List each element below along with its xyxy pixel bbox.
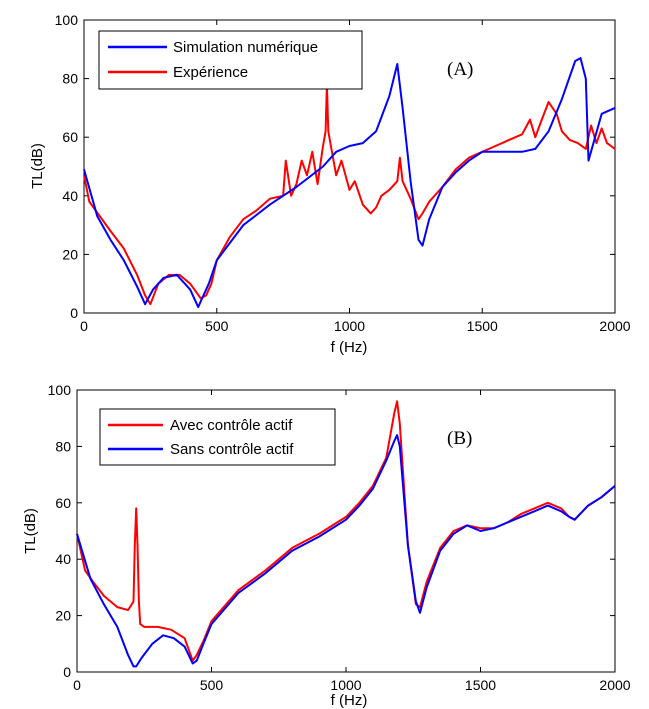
x-tick-label: 1000 (330, 677, 361, 693)
x-tick-label: 500 (205, 318, 229, 334)
y-tick-label: 60 (62, 129, 78, 145)
x-tick-label: 1500 (467, 318, 498, 334)
tick-marks (83, 19, 616, 314)
y-axis-label: TL(dB) (22, 508, 39, 554)
y-tick-label: 80 (62, 71, 78, 87)
x-tick-label: 0 (80, 318, 88, 334)
x-tick-labels: 0 500 1000 1500 2000 (73, 677, 631, 693)
legend-label-experience: Expérience (173, 64, 248, 81)
series-line-second (83, 83, 616, 306)
series-lines (76, 400, 616, 668)
legend-label-simulation: Simulation numérique (173, 39, 318, 56)
y-tick-label: 20 (62, 246, 78, 262)
x-tick-labels: 0 500 1000 1500 2000 (80, 318, 631, 334)
legend-label-sans: Sans contrôle actif (170, 441, 294, 458)
y-tick-label: 40 (62, 188, 78, 204)
series-line-second (76, 434, 616, 668)
y-tick-label: 100 (55, 12, 79, 28)
y-tick-label: 60 (55, 495, 71, 511)
y-tick-label: 0 (70, 305, 78, 321)
panel-tag: (A) (447, 59, 473, 80)
y-tick-label: 0 (63, 664, 71, 680)
x-tick-label: 2000 (599, 677, 630, 693)
panel-a: 0 500 1000 1500 2000 0 20 40 60 80 100 f (Hz) TL(… (29, 12, 631, 356)
y-tick-label: 40 (55, 551, 71, 567)
panel-b: 0 500 1000 1500 2000 0 20 40 60 80 100 f (Hz) TL(… (22, 382, 631, 709)
x-tick-label: 2000 (599, 318, 630, 334)
legend-label-avec: Avec contrôle actif (170, 417, 293, 434)
y-tick-labels: 0 20 40 60 80 100 (55, 12, 79, 321)
x-tick-label: 1500 (465, 677, 496, 693)
legend: Simulation numérique Expérience (98, 30, 363, 90)
x-tick-label: 0 (73, 677, 81, 693)
legend-box (99, 408, 336, 466)
panel-tag: (B) (447, 428, 472, 449)
legend: Avec contrôle actif Sans contrôle actif (99, 408, 336, 466)
series-lines (83, 57, 616, 309)
y-tick-label: 80 (55, 438, 71, 454)
y-tick-label: 100 (48, 382, 72, 398)
series-line-first (76, 400, 616, 662)
y-tick-label: 20 (55, 608, 71, 624)
x-tick-label: 1000 (334, 318, 365, 334)
x-tick-label: 500 (200, 677, 224, 693)
y-tick-labels: 0 20 40 60 80 100 (48, 382, 72, 680)
series-line-first (83, 57, 616, 309)
y-axis-label: TL(dB) (29, 143, 46, 189)
x-axis-label: f (Hz) (331, 339, 368, 356)
x-axis-label: f (Hz) (331, 692, 368, 709)
legend-box (98, 30, 363, 90)
tick-marks (76, 389, 616, 673)
